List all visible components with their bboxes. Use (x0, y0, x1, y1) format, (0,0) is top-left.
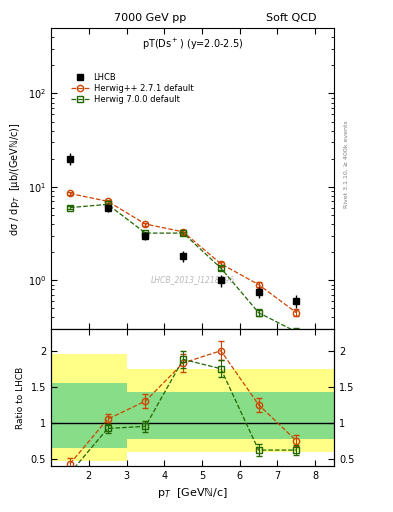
Text: Soft QCD: Soft QCD (266, 13, 317, 23)
Text: LHCB_2013_I1218996: LHCB_2013_I1218996 (151, 275, 235, 284)
Text: 7000 GeV pp: 7000 GeV pp (114, 13, 186, 23)
Y-axis label: Ratio to LHCB: Ratio to LHCB (16, 367, 25, 429)
Legend: LHCB, Herwig++ 2.7.1 default, Herwig 7.0.0 default: LHCB, Herwig++ 2.7.1 default, Herwig 7.0… (70, 72, 195, 106)
X-axis label: p$_T$  [GeVℕ/c]: p$_T$ [GeVℕ/c] (157, 486, 228, 500)
Text: pT(Ds$^+$) (y=2.0-2.5): pT(Ds$^+$) (y=2.0-2.5) (142, 37, 243, 52)
Y-axis label: dσ / dp$_T$  [μb/(GeVℕ/c)]: dσ / dp$_T$ [μb/(GeVℕ/c)] (8, 122, 22, 236)
Text: Rivet 3.1.10, ≥ 400k events: Rivet 3.1.10, ≥ 400k events (344, 120, 349, 208)
